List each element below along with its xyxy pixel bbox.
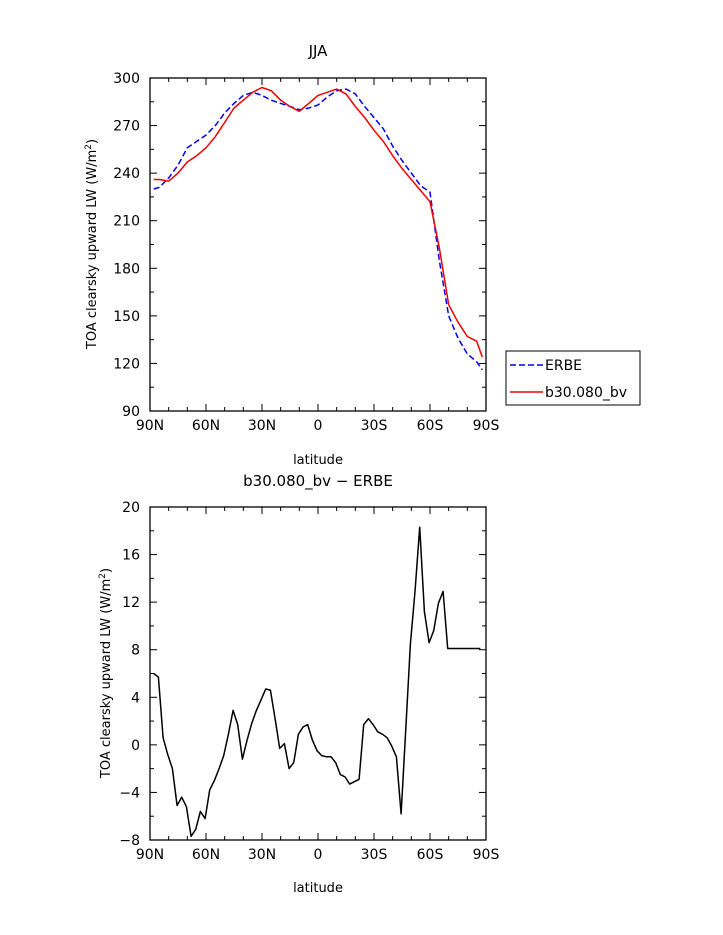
top-x-tick-label: 60S: [417, 418, 444, 434]
bottom-plot-frame: [149, 506, 487, 841]
top-y-tick-label: 300: [113, 71, 140, 87]
top-x-axis-label: latitude: [293, 453, 343, 468]
top-plot-frame: [149, 77, 487, 412]
bottom-x-tick-label: 30N: [248, 847, 276, 863]
top-x-tick-label: 60N: [192, 418, 220, 434]
top-y-tick-label: 120: [113, 356, 140, 372]
top-x-tick-label: 90S: [473, 418, 500, 434]
bottom-y-tick-label: 8: [131, 643, 140, 659]
top-series-line-b30-080-bv: [153, 86, 484, 358]
top-x-tick-label: 0: [314, 418, 323, 434]
bottom-x-tick-label: 30S: [361, 847, 388, 863]
bottom-y-tick-label: −4: [119, 785, 140, 801]
legend-model-label: b30.080_bv: [545, 385, 627, 401]
top-y-tick-label: 180: [113, 261, 140, 277]
top-y-tick-label: 90: [122, 404, 140, 420]
bottom-y-tick-label: 0: [131, 738, 140, 754]
top-y-tick-label: 240: [113, 166, 140, 182]
bottom-x-tick-label: 90S: [473, 847, 500, 863]
bottom-y-tick-label: 16: [122, 548, 140, 564]
top-chart-title: JJA: [308, 42, 329, 60]
top-y-tick-label: 150: [113, 309, 140, 325]
legend-box: [505, 350, 641, 406]
bottom-x-tick-label: 60S: [417, 847, 444, 863]
top-y-axis-label: TOA clearsky upward LW (W/m2): [84, 139, 100, 350]
top-series-line-erbe: [153, 88, 483, 371]
bottom-y-tick-label: −8: [119, 833, 140, 849]
top-panel: JJA 90N 60N 30N 0 30S 60S 90S 90 120 150 180 210 24…: [84, 42, 641, 468]
bottom-series-line-0: [153, 526, 481, 838]
bottom-y-axis-label: TOA clearsky upward LW (W/m2): [98, 568, 114, 779]
bottom-panel: b30.080_bv − ERBE 90N 60N 30N 0 30S 60S 90S −8…: [98, 472, 499, 896]
bottom-y-tick-label: 20: [122, 500, 140, 516]
top-y-tick-label: 210: [113, 214, 140, 230]
bottom-y-tick-label: 12: [122, 595, 140, 611]
top-y-tick-label: 270: [113, 119, 140, 135]
bottom-x-axis-label: latitude: [293, 881, 343, 896]
bottom-chart-title: b30.080_bv − ERBE: [243, 472, 393, 491]
top-x-tick-label: 30N: [248, 418, 276, 434]
top-x-tick-label: 30S: [361, 418, 388, 434]
legend-erbe-label: ERBE: [545, 358, 582, 374]
bottom-x-tick-label: 90N: [136, 847, 164, 863]
legend: ERBE b30.080_bv: [505, 350, 641, 406]
top-x-tick-label: 90N: [136, 418, 164, 434]
bottom-x-tick-label: 0: [314, 847, 323, 863]
bottom-y-tick-label: 4: [131, 690, 140, 706]
bottom-x-tick-label: 60N: [192, 847, 220, 863]
